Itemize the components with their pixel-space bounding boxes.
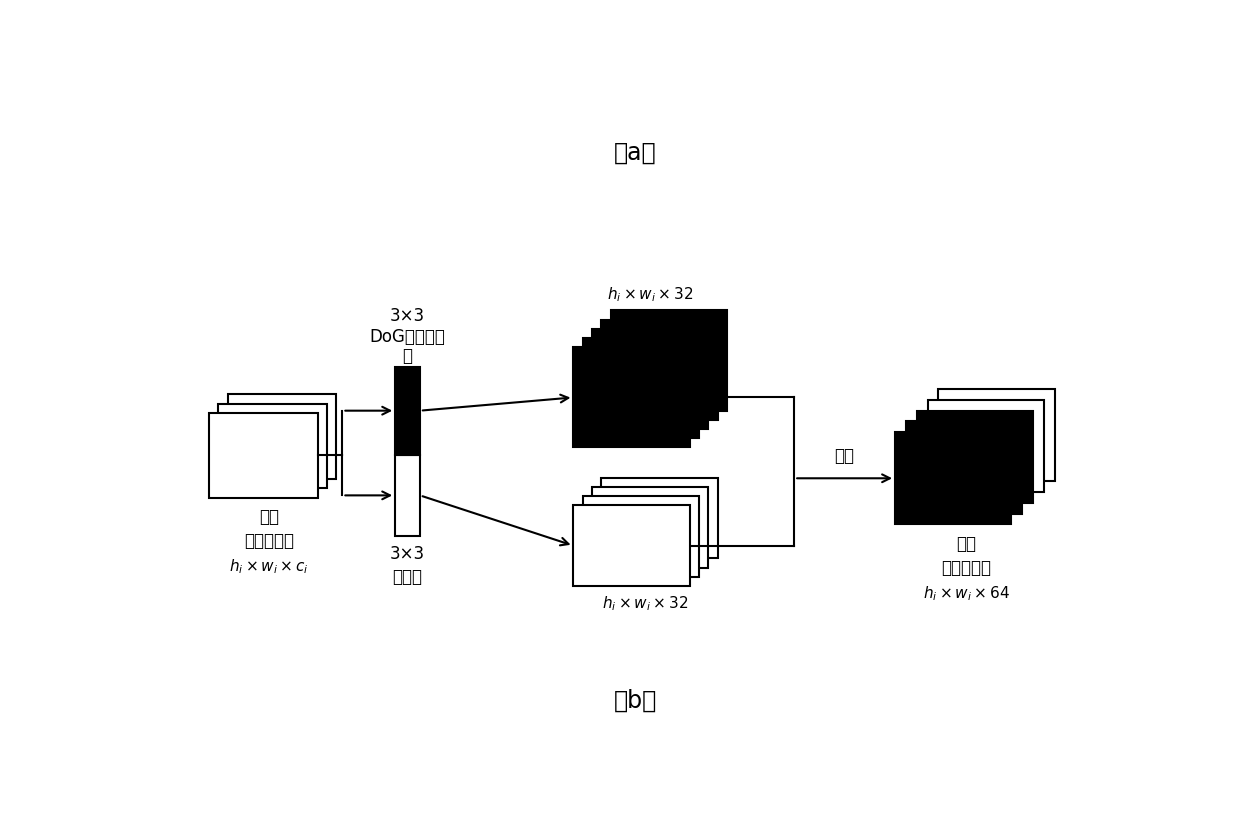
Text: 3×3: 3×3 [390,544,425,562]
Text: 器: 器 [403,346,413,364]
Text: 级联: 级联 [835,447,855,465]
Text: 卷积核: 卷积核 [393,567,422,585]
Polygon shape [218,404,327,489]
Polygon shape [895,432,1011,525]
Text: $h_i\times w_i\times 32$: $h_i\times w_i\times 32$ [607,285,693,303]
Polygon shape [582,497,699,577]
Text: 3×3: 3×3 [390,307,425,325]
Polygon shape [582,339,699,439]
Text: （a）: （a） [615,140,657,165]
Polygon shape [592,329,709,430]
Text: 输入: 输入 [259,507,279,525]
Polygon shape [938,390,1054,482]
Text: 特征映射图: 特征映射图 [244,532,294,550]
Polygon shape [601,320,717,421]
Polygon shape [928,400,1043,492]
Polygon shape [574,348,690,448]
Text: 输出: 输出 [957,534,976,552]
Text: 特征映射图: 特征映射图 [942,558,991,577]
Polygon shape [917,411,1033,503]
Text: DoG脊波滤波: DoG脊波滤波 [369,328,446,345]
Polygon shape [611,311,727,411]
Polygon shape [574,506,690,586]
Polygon shape [601,478,717,558]
Text: $h_i\times w_i\times 64$: $h_i\times w_i\times 64$ [923,584,1010,602]
Polygon shape [228,395,336,480]
Text: （b）: （b） [613,688,657,711]
Polygon shape [906,422,1022,514]
Polygon shape [592,487,709,568]
Polygon shape [209,413,317,498]
Text: $h_i\times w_i\times 32$: $h_i\times w_i\times 32$ [602,594,689,613]
Text: $h_i\times w_i\times c_i$: $h_i\times w_i\times c_i$ [229,557,309,575]
Polygon shape [395,367,420,455]
Polygon shape [395,455,420,537]
